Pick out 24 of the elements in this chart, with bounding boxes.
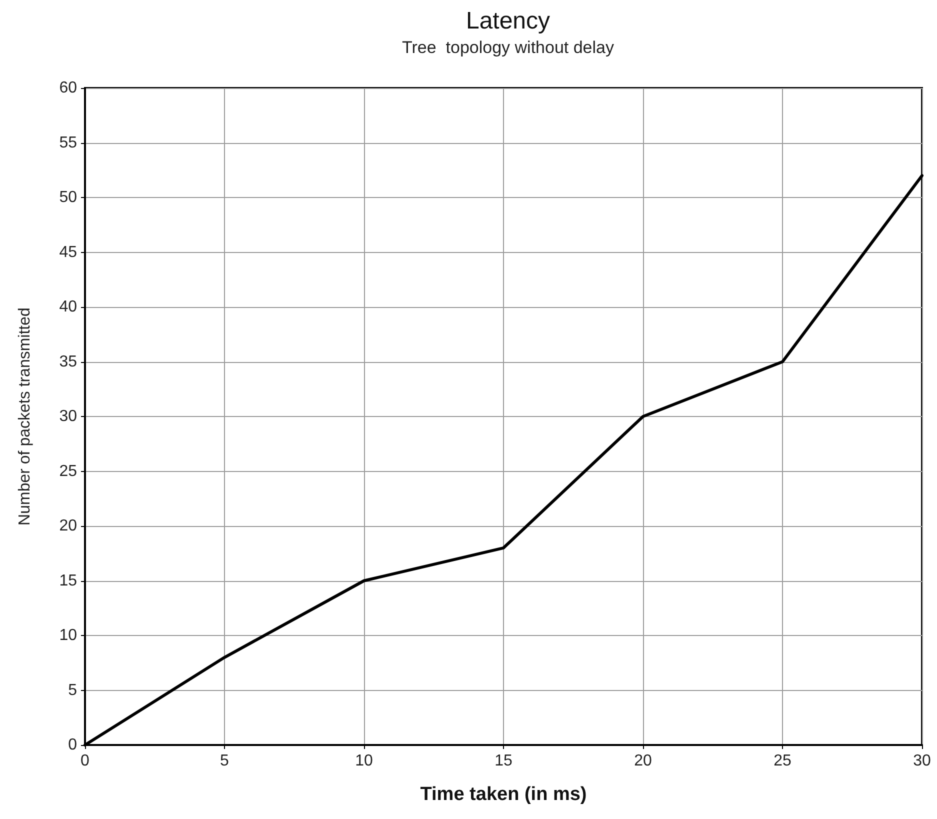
y-tick-label: 35 bbox=[59, 353, 78, 370]
y-tick-label: 5 bbox=[68, 682, 78, 699]
y-tick-label: 0 bbox=[68, 736, 78, 754]
y-tick-label: 40 bbox=[59, 298, 78, 316]
x-tick-label: 15 bbox=[494, 752, 512, 770]
x-axis-title: Time taken (in ms) bbox=[420, 784, 587, 805]
x-tick-label: 5 bbox=[220, 752, 230, 770]
x-tick-label: 0 bbox=[80, 752, 90, 770]
y-tick-label: 20 bbox=[59, 518, 78, 534]
y-tick-label: 10 bbox=[59, 627, 78, 644]
x-tick-label: 30 bbox=[913, 752, 931, 770]
y-tick-label: 25 bbox=[59, 462, 78, 480]
y-tick-label: 60 bbox=[59, 80, 78, 96]
y-tick-label: 50 bbox=[59, 189, 78, 206]
y-tick-label: 30 bbox=[59, 408, 78, 425]
y-tick-label: 45 bbox=[59, 244, 78, 261]
chart-subtitle: Tree topology without delay bbox=[402, 38, 614, 57]
x-tick-label: 20 bbox=[634, 752, 652, 770]
x-tick-label: 10 bbox=[355, 752, 373, 770]
y-axis-title: Number of packets transmitted bbox=[16, 308, 34, 526]
chart-title: Latency bbox=[466, 8, 550, 34]
x-tick-label: 25 bbox=[774, 752, 792, 770]
y-tick-label: 15 bbox=[59, 572, 78, 590]
y-tick-label: 55 bbox=[59, 134, 78, 152]
